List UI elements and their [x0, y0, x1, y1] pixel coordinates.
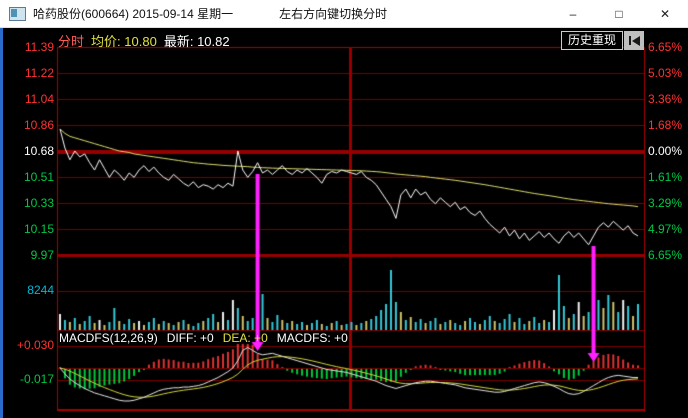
price-axis-tick: 10.86 — [23, 118, 54, 132]
price-axis-tick: 8244 — [27, 283, 54, 297]
percent-axis-tick: 1.68% — [648, 118, 683, 132]
percent-axis-tick: 6.65% — [648, 40, 683, 54]
macd-macdfs-value: MACDFS: +0 — [276, 331, 348, 345]
price-axis-tick: -0.017 — [19, 372, 54, 386]
percent-axis-tick: 1.61% — [648, 170, 683, 184]
price-axis-tick: 9.97 — [30, 248, 54, 262]
window-title: 哈药股份(600664) 2015-09-14 星期一 — [33, 7, 234, 21]
macd-info-bar: MACDFS(12,26,9) DIFF: +0 DEA: +0 MACDFS:… — [59, 331, 348, 345]
percent-axis-tick: 3.29% — [648, 196, 683, 210]
skip-to-start-button[interactable] — [624, 31, 645, 50]
skip-to-start-icon — [628, 36, 631, 45]
price-axis-tick: 10.15 — [23, 222, 54, 236]
percent-axis-tick: 6.65% — [648, 248, 683, 262]
quote-info-bar: 分时 均价: 10.80 最新: 10.82 — [58, 31, 230, 50]
percent-axis-tick: 4.97% — [648, 222, 683, 236]
price-axis-tick: +0.030 — [16, 338, 54, 352]
minute-chart-canvas[interactable] — [0, 28, 688, 418]
macd-formula: MACDFS(12,26,9) — [59, 331, 158, 345]
history-replay-button[interactable]: 历史重现 — [561, 31, 624, 50]
macd-diff-value: DIFF: +0 — [166, 331, 214, 345]
window-controls: – □ ✕ — [550, 0, 688, 28]
price-axis-tick: 10.33 — [23, 196, 54, 210]
last-price: 最新: 10.82 — [163, 34, 230, 49]
price-axis-tick: 11.39 — [24, 40, 54, 54]
average-price: 均价: 10.80 — [91, 34, 157, 49]
price-axis-tick: 11.22 — [24, 66, 54, 80]
app-icon — [9, 6, 26, 21]
title-bar[interactable]: 哈药股份(600664) 2015-09-14 星期一 左右方向键切换分时 – … — [0, 0, 688, 28]
macd-dea-value: DEA: +0 — [222, 331, 268, 345]
percent-axis-tick: 3.36% — [648, 92, 683, 106]
close-button[interactable]: ✕ — [659, 6, 671, 21]
percent-axis-tick: 0.00% — [648, 144, 683, 158]
window-left-border — [0, 28, 3, 418]
price-axis-tick: 10.51 — [23, 170, 54, 184]
price-axis-tick: 11.04 — [24, 92, 54, 106]
minimize-button[interactable]: – — [569, 6, 577, 21]
maximize-button[interactable]: □ — [615, 6, 623, 21]
mode-label: 分时 — [58, 34, 85, 49]
window-hint: 左右方向键切换分时 — [279, 7, 388, 21]
replay-controls: 历史重现 — [561, 31, 645, 50]
percent-axis-tick: 5.03% — [648, 66, 683, 80]
price-axis-tick: 10.68 — [23, 144, 54, 158]
chart-region: 分时 均价: 10.80 最新: 10.82 历史重现 MACDFS(12,26… — [0, 28, 688, 418]
